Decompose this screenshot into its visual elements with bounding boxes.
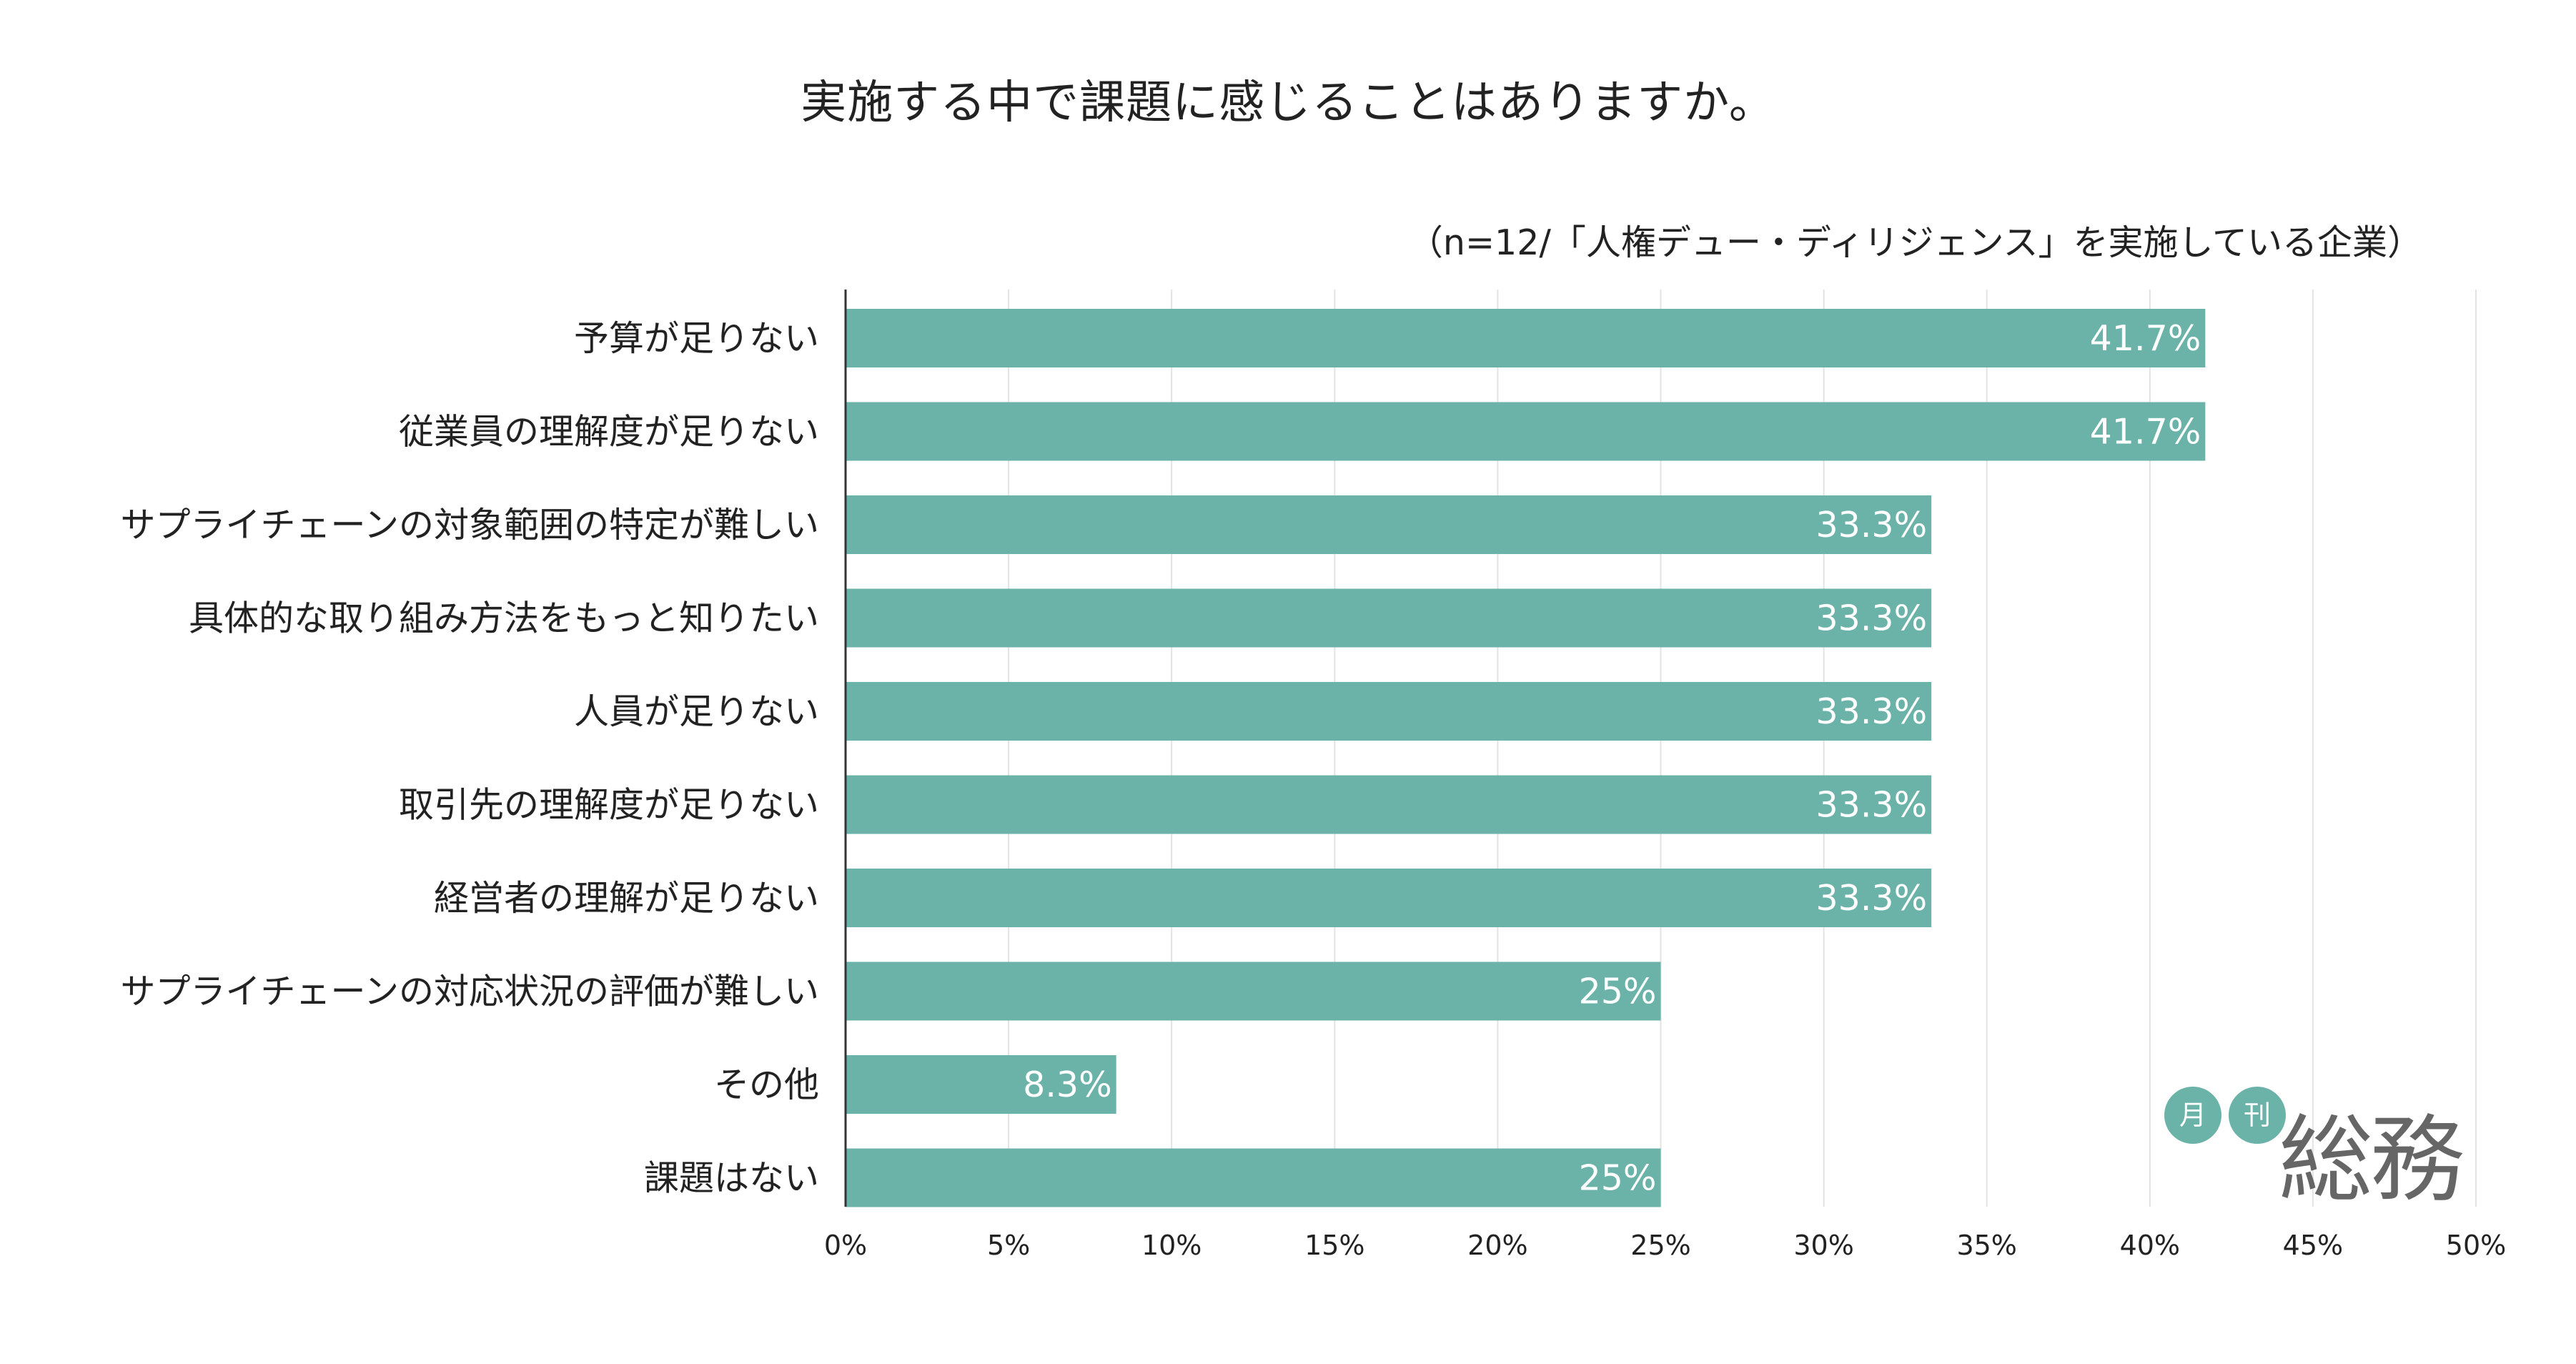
chart-subtitle: （n=12/「人権デュー・ディリジェンス」を実施している企業）	[1407, 222, 2422, 263]
bar	[846, 1055, 1116, 1114]
category-label: 具体的な取り組み方法をもっと知りたい	[189, 598, 819, 639]
x-tick-label: 50%	[2446, 1230, 2506, 1261]
category-label: その他	[714, 1064, 819, 1105]
bar-value-label: 25%	[1579, 972, 1657, 1012]
bar	[846, 869, 1932, 927]
bar-value-label: 25%	[1579, 1158, 1657, 1199]
x-tick-label: 25%	[1630, 1230, 1690, 1261]
category-label: 従業員の理解度が足りない	[399, 412, 819, 453]
category-label: 経営者の理解が足りない	[434, 878, 819, 919]
bar	[846, 588, 1932, 648]
bar	[846, 775, 1932, 834]
category-label: 取引先の理解度が足りない	[399, 785, 819, 826]
bar	[846, 402, 2206, 461]
x-tick-label: 40%	[2120, 1230, 2180, 1261]
x-tick-label: 5%	[987, 1230, 1030, 1261]
bar-value-label: 41.7%	[2090, 412, 2201, 453]
bar	[846, 1148, 1661, 1207]
category-label: 課題はない	[644, 1158, 819, 1199]
bars: 41.7% 41.7% 33.3% 33.3% 33.3% 33.3% 33.3% 25% 8.…	[846, 309, 2206, 1207]
logo-wordmark: 総務	[2279, 1105, 2464, 1215]
category-label: 予算が足りない	[574, 318, 819, 359]
category-label: 人員が足りない	[574, 691, 819, 732]
logo-badge-month: 月	[2164, 1087, 2221, 1144]
x-tick-label: 20%	[1467, 1230, 1527, 1261]
category-labels: 予算が足りない従業員の理解度が足りないサプライチェーンの対象範囲の特定が難しい具…	[120, 318, 819, 1199]
category-label: サプライチェーンの対応状況の評価が難しい	[120, 972, 819, 1012]
x-tick-label: 30%	[1793, 1230, 1853, 1261]
x-tick-label: 45%	[2283, 1230, 2343, 1261]
category-label: サプライチェーンの対象範囲の特定が難しい	[120, 505, 819, 545]
x-tick-label: 15%	[1304, 1230, 1364, 1261]
bar-value-label: 33.3%	[1815, 598, 1927, 639]
bar-value-label: 33.3%	[1815, 785, 1927, 826]
bar-value-label: 8.3%	[1023, 1064, 1112, 1105]
bar-value-label: 33.3%	[1815, 505, 1927, 545]
bar-value-label: 33.3%	[1815, 691, 1927, 732]
bar	[846, 495, 1932, 554]
bar	[846, 682, 1932, 741]
chart-title: 実施する中で課題に感じることはありますか。	[801, 76, 1775, 129]
x-tick-label: 0%	[824, 1230, 867, 1261]
x-tick-label: 35%	[1956, 1230, 2016, 1261]
x-tick-label: 10%	[1141, 1230, 1202, 1261]
x-tick-labels: 0% 5% 10% 15% 20% 25% 30% 35% 40% 45% 50%	[824, 1230, 2506, 1261]
bar	[846, 309, 2206, 367]
bar-value-label: 41.7%	[2090, 318, 2201, 359]
bar	[846, 962, 1661, 1021]
logo-badge-issue: 刊	[2229, 1087, 2286, 1144]
publisher-logo: 月 刊 総務	[2164, 1079, 2464, 1215]
bar-value-label: 33.3%	[1815, 878, 1927, 919]
